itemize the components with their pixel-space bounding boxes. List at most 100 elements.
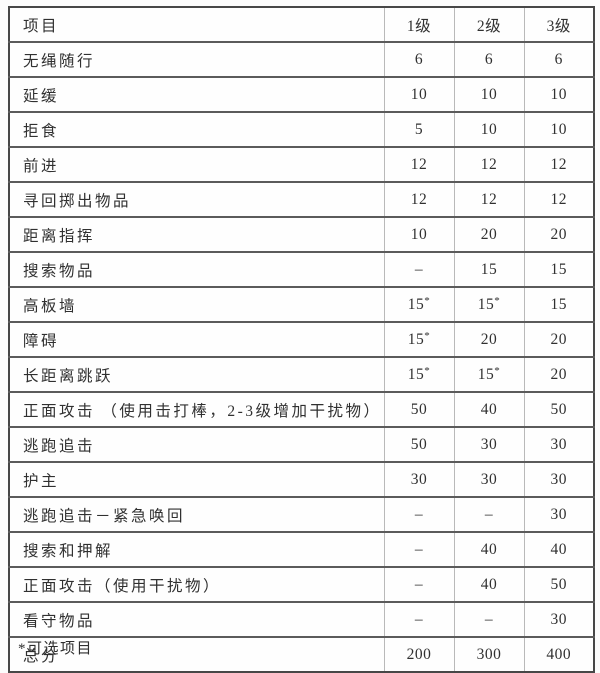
score-cell: 15*	[383, 286, 454, 322]
row-label: 看守物品	[9, 601, 384, 637]
score-cell: 50	[523, 566, 594, 602]
score-cell: 50	[383, 426, 454, 462]
column-header-level3: 3级	[523, 7, 594, 42]
row-label: 延缓	[9, 76, 384, 112]
row-label: 正面攻击 （使用击打棒，2-3级增加干扰物）	[9, 391, 384, 427]
score-cell: 20	[523, 216, 594, 252]
score-cell: 40	[453, 566, 524, 602]
table-row: 延缓 10 10 10	[9, 76, 594, 112]
table-row: 搜索物品 –15 15	[9, 251, 594, 287]
score-cell: 300	[453, 636, 524, 672]
row-label: 障碍	[9, 321, 384, 357]
score-cell: 6	[523, 41, 594, 77]
table-row: 正面攻击（使用干扰物） –40 50	[9, 566, 594, 602]
row-label: 前进	[9, 146, 384, 182]
score-cell: –	[383, 566, 454, 602]
table-row: 无绳随行 6 6 6	[9, 41, 594, 77]
score-cell: 12	[523, 146, 594, 182]
score-cell: 40	[453, 531, 524, 567]
row-label: 护主	[9, 461, 384, 497]
table-row: 看守物品 – –30	[9, 601, 594, 637]
score-cell: 40	[453, 391, 524, 427]
optional-asterisk: *	[494, 364, 501, 377]
score-cell: 20	[523, 321, 594, 357]
row-label: 正面攻击（使用干扰物）	[9, 566, 384, 602]
score-cell: –	[383, 496, 454, 532]
row-label: 逃跑追击	[9, 426, 384, 462]
score-cell: 20	[453, 321, 524, 357]
table-row: 距离指挥 10 20 20	[9, 216, 594, 252]
score-cell: 12	[383, 146, 454, 182]
header-row: 项目 1级 2级 3级	[9, 7, 594, 42]
table-row: 总分 200 300 400	[9, 636, 594, 672]
score-cell: 40	[523, 531, 594, 567]
optional-asterisk: *	[424, 329, 431, 342]
row-label: 高板墙	[9, 286, 384, 322]
row-label: 无绳随行	[9, 41, 384, 77]
table-row: 障碍 15* 20 20	[9, 321, 594, 357]
score-cell: 10	[523, 76, 594, 112]
score-cell: 200	[383, 636, 454, 672]
score-cell: 10	[453, 111, 524, 147]
optional-asterisk: *	[424, 294, 431, 307]
score-cell: 15*	[453, 356, 524, 392]
score-cell: –	[383, 601, 454, 637]
optional-asterisk: *	[424, 364, 431, 377]
row-label: 搜索和押解	[9, 531, 384, 567]
score-cell: –	[453, 496, 524, 532]
score-cell: 50	[383, 391, 454, 427]
row-label: 寻回掷出物品	[9, 181, 384, 217]
score-cell: 30	[523, 601, 594, 637]
score-cell: 10	[383, 216, 454, 252]
footnote: *可选项目	[18, 641, 94, 657]
column-header-level2: 2级	[453, 7, 524, 42]
table-row: 正面攻击 （使用击打棒，2-3级增加干扰物） 50 40 50	[9, 391, 594, 427]
score-cell: 30	[383, 461, 454, 497]
score-cell: 15	[453, 251, 524, 287]
score-cell: 12	[383, 181, 454, 217]
table-row: 前进 12 12 12	[9, 146, 594, 182]
table-row: 逃跑追击－紧急唤回 – –30	[9, 496, 594, 532]
score-cell: 15*	[453, 286, 524, 322]
score-cell: –	[383, 251, 454, 287]
score-cell: –	[383, 531, 454, 567]
table-row: 搜索和押解 –40 40	[9, 531, 594, 567]
row-label: 搜索物品	[9, 251, 384, 287]
table-row: 逃跑追击 50 30 30	[9, 426, 594, 462]
table-row: 长距离跳跃 15* 15* 20	[9, 356, 594, 392]
score-cell: 15*	[383, 321, 454, 357]
score-cell: 30	[523, 461, 594, 497]
score-cell: 30	[453, 461, 524, 497]
score-cell: 15	[523, 286, 594, 322]
score-cell: 6	[453, 41, 524, 77]
score-cell: 20	[523, 356, 594, 392]
score-cell: 30	[523, 426, 594, 462]
row-label: 长距离跳跃	[9, 356, 384, 392]
optional-asterisk: *	[494, 294, 501, 307]
score-cell: 10	[523, 111, 594, 147]
row-label: 拒食	[9, 111, 384, 147]
table-row: 护主 30 30 30	[9, 461, 594, 497]
row-label: 逃跑追击－紧急唤回	[9, 496, 384, 532]
score-cell: 12	[453, 181, 524, 217]
score-cell: 12	[523, 181, 594, 217]
score-cell: 5	[383, 111, 454, 147]
score-cell: 10	[383, 76, 454, 112]
score-table: 项目 1级 2级 3级 无绳随行 6 6 6 延缓 10 10 10 拒食 5 10 10 前进 12 12…	[8, 6, 595, 673]
score-cell: 15	[523, 251, 594, 287]
score-cell: 6	[383, 41, 454, 77]
score-cell: 30	[523, 496, 594, 532]
column-header-level1: 1级	[383, 7, 454, 42]
score-cell: 50	[523, 391, 594, 427]
column-header-item: 项目	[23, 17, 60, 35]
score-cell: 15*	[383, 356, 454, 392]
row-label: 距离指挥	[9, 216, 384, 252]
score-cell: 12	[453, 146, 524, 182]
table-row: 拒食 5 10 10	[9, 111, 594, 147]
score-table-body: 无绳随行 6 6 6 延缓 10 10 10 拒食 5 10 10 前进 12 12 12 寻回掷出物品 12 12…	[9, 41, 594, 672]
score-cell: 400	[523, 636, 594, 672]
table-row: 寻回掷出物品 12 12 12	[9, 181, 594, 217]
score-cell: 20	[453, 216, 524, 252]
table-row: 高板墙 15* 15* 15	[9, 286, 594, 322]
